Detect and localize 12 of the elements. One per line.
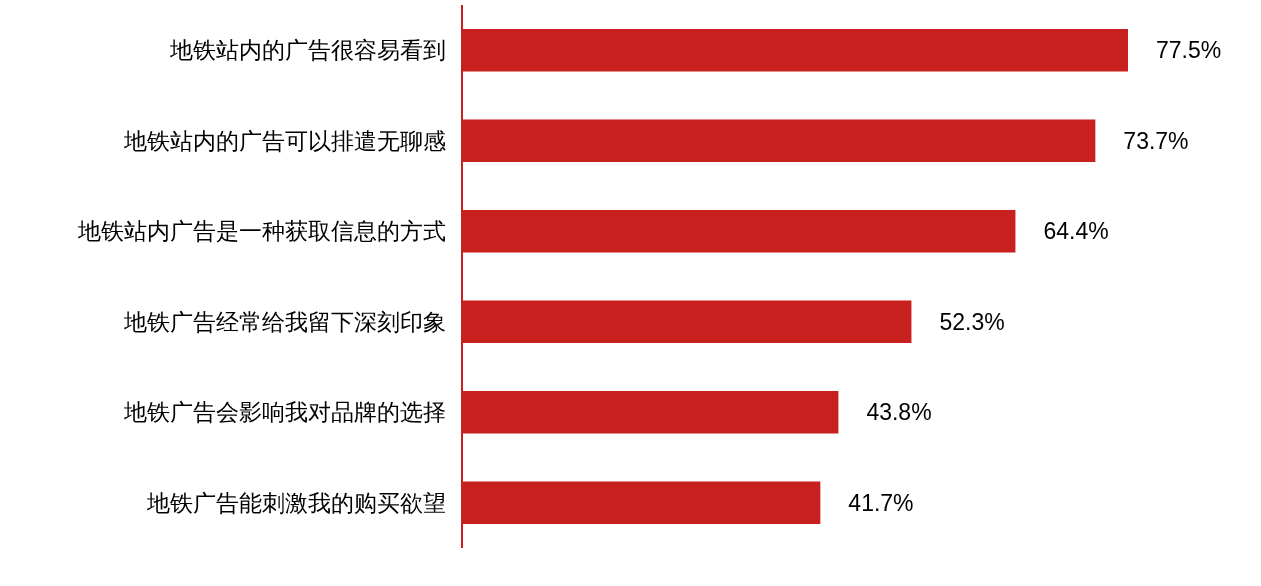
y-tick-label: 地铁广告会影响我对品牌的选择 — [123, 399, 446, 426]
y-tick-label: 地铁广告能刺激我的购买欲望 — [146, 489, 446, 516]
y-tick-label: 地铁站内广告是一种获取信息的方式 — [77, 218, 446, 245]
y-tick-label: 地铁站内的广告很容易看到 — [169, 37, 446, 64]
data-label: 52.3% — [939, 308, 1005, 335]
data-label: 77.5% — [1156, 37, 1222, 64]
data-label: 73.7% — [1123, 127, 1189, 154]
data-label: 41.7% — [848, 489, 914, 516]
data-label: 43.8% — [866, 399, 932, 426]
y-tick-label: 地铁站内的广告可以排遣无聊感 — [123, 127, 446, 154]
y-tick-label: 地铁广告经常给我留下深刻印象 — [123, 308, 446, 335]
data-label: 64.4% — [1043, 218, 1109, 245]
